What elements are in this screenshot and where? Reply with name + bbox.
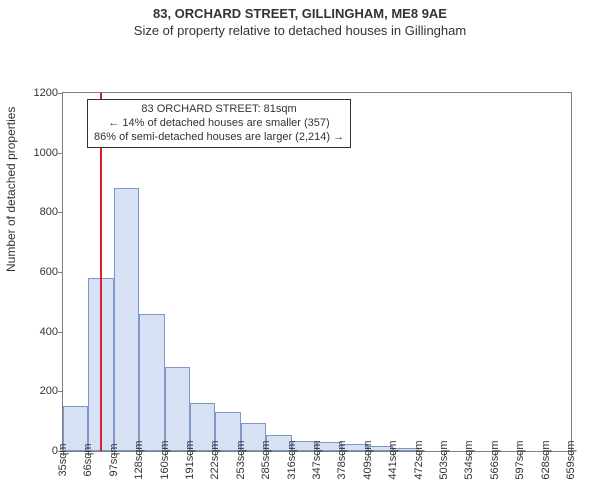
y-tick-label: 1200 [34, 87, 58, 99]
plot-area: 83 ORCHARD STREET: 81sqm ← 14% of detach… [62, 92, 572, 452]
annotation-line: 83 ORCHARD STREET: 81sqm [94, 103, 344, 117]
annotation-line: ← 14% of detached houses are smaller (35… [94, 117, 344, 131]
x-tick-label: 378sqm [336, 440, 348, 479]
page-subtitle: Size of property relative to detached ho… [0, 21, 600, 38]
annotation-box: 83 ORCHARD STREET: 81sqm ← 14% of detach… [87, 99, 351, 148]
page-title: 83, ORCHARD STREET, GILLINGHAM, ME8 9AE [0, 0, 600, 21]
histogram-bar [139, 314, 164, 451]
y-tick-label: 1000 [34, 147, 58, 159]
x-tick-label: 222sqm [209, 440, 221, 479]
x-tick-label: 316sqm [286, 440, 298, 479]
annotation-line: 86% of semi-detached houses are larger (… [94, 131, 344, 145]
x-tick-label: 534sqm [463, 440, 475, 479]
x-tick-label: 628sqm [540, 440, 552, 479]
x-tick-label: 97sqm [108, 443, 120, 476]
y-tick-label: 800 [40, 206, 58, 218]
x-tick-label: 128sqm [133, 440, 145, 479]
x-tick-label: 659sqm [565, 440, 577, 479]
histogram-bar [165, 367, 190, 451]
y-tick-label: 200 [40, 385, 58, 397]
x-tick-label: 191sqm [184, 440, 196, 479]
x-tick-label: 285sqm [260, 440, 272, 479]
x-tick-label: 409sqm [362, 440, 374, 479]
x-tick-label: 472sqm [413, 440, 425, 479]
y-tick-label: 600 [40, 266, 58, 278]
x-tick-label: 441sqm [387, 440, 399, 479]
x-tick-label: 66sqm [82, 443, 94, 476]
x-tick-label: 35sqm [57, 443, 69, 476]
y-axis-label: Number of detached properties [4, 107, 18, 272]
x-tick-label: 566sqm [489, 440, 501, 479]
y-tick-label: 400 [40, 326, 58, 338]
x-tick-label: 503sqm [438, 440, 450, 479]
x-tick-label: 253sqm [235, 440, 247, 479]
x-tick-label: 347sqm [311, 440, 323, 479]
histogram-bar [114, 188, 139, 451]
x-tick-label: 160sqm [159, 440, 171, 479]
x-tick-label: 597sqm [514, 440, 526, 479]
